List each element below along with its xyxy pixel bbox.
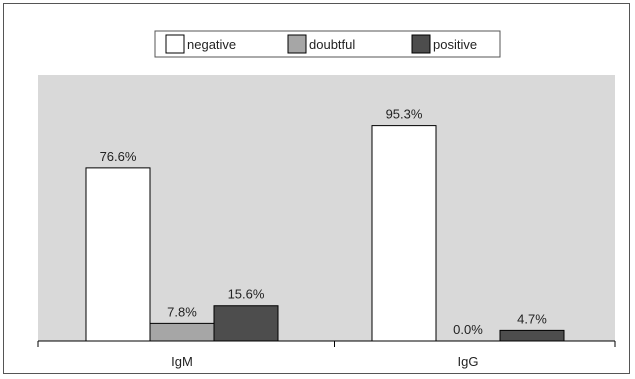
legend-label-positive: positive xyxy=(433,37,477,52)
data-label-negative-IgM: 76.6% xyxy=(100,149,137,164)
bar-positive-IgM xyxy=(213,305,279,342)
x-tick-label-IgG: IgG xyxy=(458,354,479,369)
legend-swatch-doubtful xyxy=(287,34,307,54)
legend-swatch-negative xyxy=(165,34,185,54)
legend-box xyxy=(154,30,501,58)
bar-negative-IgG xyxy=(371,125,437,342)
bar-negative-IgM xyxy=(85,167,151,342)
legend-label-negative: negative xyxy=(187,37,236,52)
data-labels-layer: 76.6% 7.8% 15.6% 95.3% 0.0% 4.7% xyxy=(100,107,548,337)
legend-swatch-positive xyxy=(411,34,431,54)
x-tick-label-IgM: IgM xyxy=(171,354,193,369)
x-ticks-layer: IgM IgG xyxy=(37,341,616,369)
data-label-positive-IgG: 4.7% xyxy=(517,311,547,326)
data-label-doubtful-IgG: 0.0% xyxy=(453,322,483,337)
data-label-doubtful-IgM: 7.8% xyxy=(167,304,197,319)
data-label-positive-IgM: 15.6% xyxy=(228,287,265,302)
bar-doubtful-IgM xyxy=(149,322,215,342)
legend: negative doubtful positive xyxy=(154,30,501,58)
legend-label-doubtful: doubtful xyxy=(309,37,355,52)
data-label-negative-IgG: 95.3% xyxy=(386,107,423,122)
bars-layer xyxy=(85,125,565,342)
bar-positive-IgG xyxy=(499,329,565,342)
